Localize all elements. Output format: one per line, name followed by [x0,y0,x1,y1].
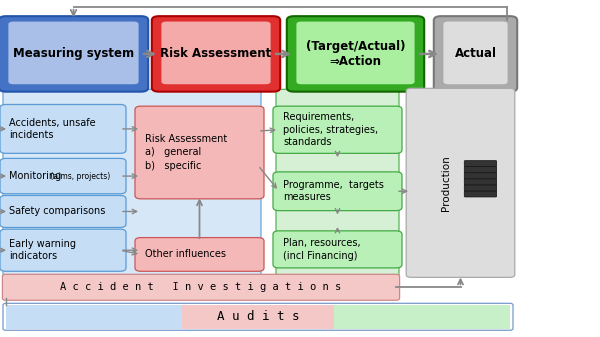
FancyBboxPatch shape [0,158,126,194]
FancyBboxPatch shape [273,231,402,268]
Text: Programme,  targets
measures: Programme, targets measures [283,180,384,203]
FancyBboxPatch shape [0,195,126,227]
Text: Measuring system: Measuring system [13,48,134,60]
Text: Risk Assessment
a)   general
b)   specific: Risk Assessment a) general b) specific [145,134,227,171]
FancyBboxPatch shape [443,22,508,84]
FancyBboxPatch shape [434,16,517,92]
FancyBboxPatch shape [464,173,497,179]
FancyBboxPatch shape [8,22,139,84]
Text: Production: Production [440,155,451,211]
FancyBboxPatch shape [287,16,424,92]
Bar [334,305,510,329]
FancyBboxPatch shape [296,22,415,84]
FancyBboxPatch shape [3,89,261,276]
FancyBboxPatch shape [406,88,515,277]
FancyBboxPatch shape [0,104,126,153]
Text: (Target/Actual)
⇒Action: (Target/Actual) ⇒Action [306,40,405,68]
Text: Risk Assessment: Risk Assessment [160,48,272,60]
Text: A c c i d e n t   I n v e s t i g a t i o n s: A c c i d e n t I n v e s t i g a t i o … [61,282,341,292]
Text: Accidents, unsafe
incidents: Accidents, unsafe incidents [9,118,95,140]
FancyBboxPatch shape [273,172,402,211]
FancyBboxPatch shape [135,238,264,271]
FancyBboxPatch shape [464,191,497,197]
Bar [6,305,182,329]
FancyBboxPatch shape [152,16,280,92]
FancyBboxPatch shape [464,185,497,191]
FancyBboxPatch shape [276,89,399,276]
Text: Plan, resources,
(incl Financing): Plan, resources, (incl Financing) [283,238,361,261]
FancyBboxPatch shape [135,106,264,199]
FancyBboxPatch shape [2,274,400,300]
Text: (aims, projects): (aims, projects) [48,172,110,181]
FancyBboxPatch shape [161,22,271,84]
Text: Requirements,
policies, strategies,
standards: Requirements, policies, strategies, stan… [283,112,379,147]
FancyBboxPatch shape [273,106,402,153]
FancyBboxPatch shape [464,179,497,185]
Text: A u d i t s: A u d i t s [217,310,299,323]
Bar [182,305,334,329]
Text: Other influences: Other influences [145,249,226,259]
FancyBboxPatch shape [464,166,497,173]
Text: Early warning
indicators: Early warning indicators [9,239,76,262]
FancyBboxPatch shape [0,229,126,271]
Text: Safety comparisons: Safety comparisons [9,207,106,216]
Text: Actual: Actual [455,48,497,60]
FancyBboxPatch shape [0,16,148,92]
FancyBboxPatch shape [464,161,497,166]
Text: Monitoring: Monitoring [9,171,61,181]
